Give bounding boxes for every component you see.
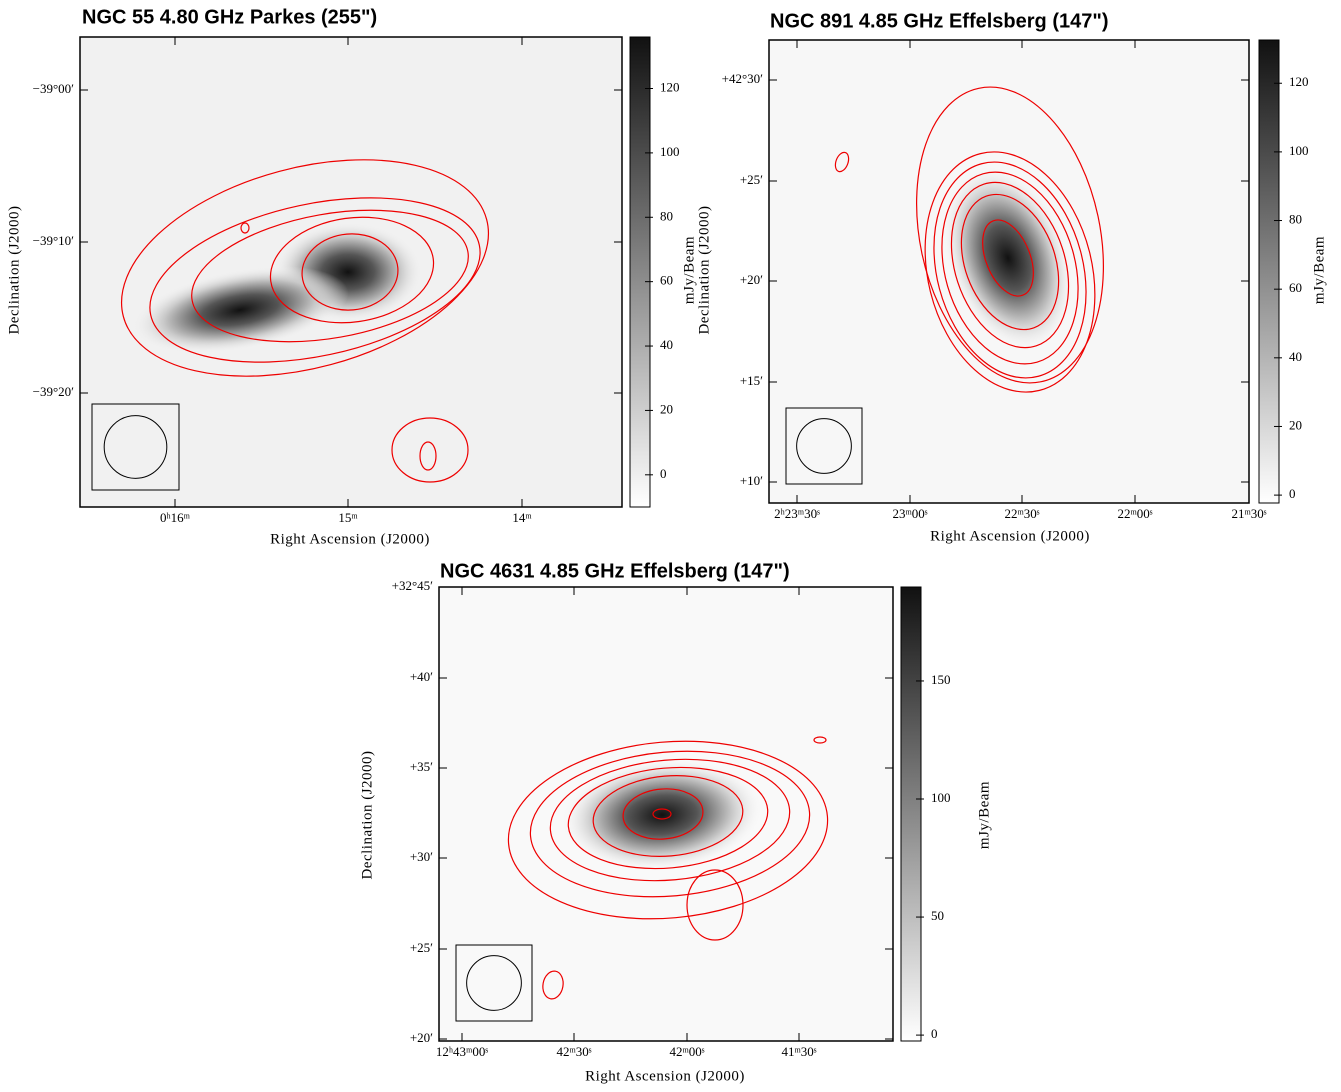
contour xyxy=(686,869,744,941)
contour xyxy=(813,736,827,744)
colorbar-tick-label: 60 xyxy=(660,273,673,288)
y-tick-label: +32°45′ xyxy=(392,578,434,593)
colorbar-tick-label: 120 xyxy=(660,79,680,94)
beam xyxy=(796,418,852,474)
beam-box xyxy=(785,407,863,485)
colorbar-tick-label: 100 xyxy=(931,790,951,805)
x-tick-label: 12ʰ43ᵐ00ˢ xyxy=(436,1044,489,1059)
contour xyxy=(652,808,672,820)
x-tick-label: 2ʰ23ᵐ30ˢ xyxy=(774,506,820,521)
colorbar xyxy=(1258,39,1280,504)
colorbar-tick-label: 20 xyxy=(1289,417,1302,432)
y-tick-label: −39°10′ xyxy=(33,233,75,248)
colorbar-tick-label: 100 xyxy=(660,144,680,159)
contour xyxy=(592,775,744,857)
y-tick-label: +25′ xyxy=(410,940,433,955)
y-tick-label: +25′ xyxy=(740,172,763,187)
contour xyxy=(567,766,769,870)
y-tick-label: +40′ xyxy=(410,669,433,684)
contour xyxy=(240,222,250,234)
y-tick-label: +20′ xyxy=(740,272,763,287)
panel-title: NGC 4631 4.85 GHz Effelsberg (147") xyxy=(440,560,790,582)
x-axis-label: Right Ascension (J2000) xyxy=(930,528,1090,544)
map-frame xyxy=(79,36,623,508)
beam-box xyxy=(455,944,533,1022)
contour xyxy=(950,181,1070,349)
x-tick-label: 42ᵐ30ˢ xyxy=(556,1044,591,1059)
y-axis-label: Declination (J2000) xyxy=(359,750,375,879)
contour xyxy=(834,151,850,173)
x-tick-label: 21ᵐ30ˢ xyxy=(1231,506,1266,521)
contour xyxy=(549,758,791,882)
colorbar-tick-label: 120 xyxy=(1289,74,1309,89)
contour xyxy=(529,750,811,898)
colorbar-tick-label: 0 xyxy=(1289,486,1296,501)
contour xyxy=(191,209,469,343)
contour xyxy=(924,151,1096,393)
map-frame xyxy=(768,39,1250,504)
x-tick-label: 0ʰ16ᵐ xyxy=(160,510,191,525)
contour xyxy=(391,417,469,483)
beam xyxy=(103,415,168,479)
x-tick-label: 23ᵐ00ˢ xyxy=(892,506,927,521)
contour xyxy=(982,219,1034,297)
x-tick-label: 42ᵐ00ˢ xyxy=(669,1044,704,1059)
x-tick-label: 22ᵐ00ˢ xyxy=(1117,506,1152,521)
x-tick-label: 14ᵐ xyxy=(512,510,532,525)
colorbar-tick-label: 40 xyxy=(1289,349,1302,364)
contour xyxy=(542,970,564,1000)
beam xyxy=(466,955,522,1011)
colorbar xyxy=(900,586,922,1042)
contour xyxy=(622,788,704,840)
emission xyxy=(131,266,349,354)
map-frame xyxy=(438,586,894,1042)
contour xyxy=(941,171,1079,365)
contour xyxy=(301,233,399,311)
colorbar-label: mJy/Beam xyxy=(1311,236,1327,304)
contour xyxy=(419,441,437,471)
y-tick-label: −39°00′ xyxy=(33,81,75,96)
colorbar-tick-label: 20 xyxy=(660,401,673,416)
y-tick-label: +30′ xyxy=(410,849,433,864)
colorbar-tick-label: 60 xyxy=(1289,280,1302,295)
panel-title: NGC 891 4.85 GHz Effelsberg (147") xyxy=(770,10,1109,32)
panel-title: NGC 55 4.80 GHz Parkes (255") xyxy=(82,6,377,28)
x-axis-label: Right Ascension (J2000) xyxy=(585,1068,745,1084)
y-tick-label: −39°20′ xyxy=(33,384,75,399)
colorbar xyxy=(629,36,651,508)
colorbar-label: mJy/Beam xyxy=(681,236,697,304)
colorbar-tick-label: 0 xyxy=(660,466,667,481)
y-tick-label: +10′ xyxy=(740,473,763,488)
colorbar-tick-label: 40 xyxy=(660,337,673,352)
contour xyxy=(120,159,490,377)
x-axis-label: Right Ascension (J2000) xyxy=(270,531,430,547)
colorbar-tick-label: 80 xyxy=(1289,212,1302,227)
x-tick-label: 41ᵐ30ˢ xyxy=(781,1044,816,1059)
y-tick-label: +42°30′ xyxy=(722,71,764,86)
x-tick-label: 22ᵐ30ˢ xyxy=(1004,506,1039,521)
emission xyxy=(562,759,762,871)
y-axis-label: Declination (J2000) xyxy=(696,205,712,334)
emission xyxy=(942,166,1074,350)
y-tick-label: +15′ xyxy=(740,373,763,388)
contour xyxy=(149,197,481,363)
x-tick-label: 15ᵐ xyxy=(338,510,358,525)
contour xyxy=(960,193,1060,331)
contour xyxy=(916,86,1104,384)
colorbar-tick-label: 150 xyxy=(931,672,951,687)
colorbar-tick-label: 80 xyxy=(660,208,673,223)
beam-box xyxy=(91,403,180,491)
y-axis-label: Declination (J2000) xyxy=(6,205,22,334)
contour xyxy=(933,161,1087,379)
colorbar-tick-label: 0 xyxy=(931,1026,938,1041)
colorbar-tick-label: 100 xyxy=(1289,143,1309,158)
colorbar-tick-label: 50 xyxy=(931,908,944,923)
contour xyxy=(507,740,829,920)
colorbar-label: mJy/Beam xyxy=(976,781,992,849)
y-tick-label: +20′ xyxy=(410,1030,433,1045)
contour xyxy=(269,216,435,324)
y-tick-label: +35′ xyxy=(410,759,433,774)
